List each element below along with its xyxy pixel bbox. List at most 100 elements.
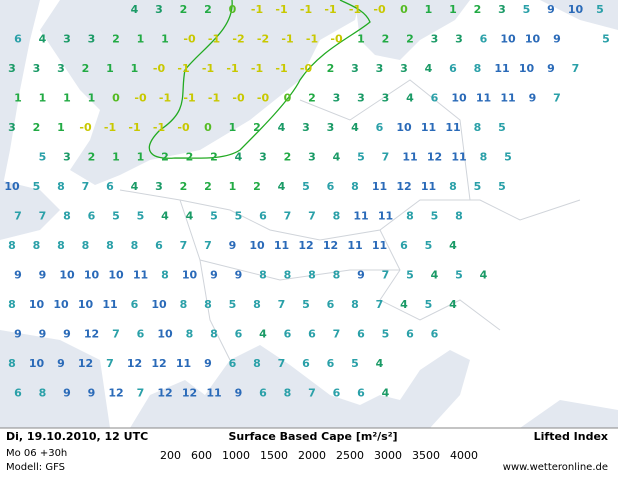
lifted-index-value: 3: [63, 33, 71, 46]
lifted-index-value: 6: [406, 328, 414, 341]
lifted-index-value: -1: [251, 3, 263, 16]
lifted-index-value: 12: [157, 387, 172, 400]
lifted-index-value: 9: [357, 269, 365, 282]
lifted-index-value: 8: [57, 239, 65, 252]
lifted-index-value: 10: [151, 298, 167, 311]
lifted-index-value: -1: [128, 121, 140, 134]
lifted-index-value: 10: [451, 92, 467, 105]
lifted-index-value: 3: [382, 92, 390, 105]
lifted-index-value: 3: [33, 62, 41, 75]
lifted-index-value: 6: [431, 92, 439, 105]
lifted-index-value: 0: [284, 92, 292, 105]
lifted-index-value: 4: [449, 298, 457, 311]
lifted-index-value: 8: [106, 239, 114, 252]
lifted-index-value: 10: [59, 269, 75, 282]
lifted-index-value: 11: [500, 92, 515, 105]
lifted-index-value: 10: [519, 62, 535, 75]
lifted-index-value: 0: [112, 92, 120, 105]
lifted-index-value: 4: [480, 269, 488, 282]
lifted-index-value: 1: [425, 3, 433, 16]
lifted-index-value: 1: [357, 33, 365, 46]
lifted-index-value: 9: [57, 357, 65, 370]
lifted-index-value: 6: [327, 180, 335, 193]
lifted-index-value: 9: [547, 62, 555, 75]
border: [179, 199, 231, 361]
model-label: Modell: GFS: [6, 462, 65, 473]
lifted-index-value: 4: [278, 180, 286, 193]
lifted-index-value: 12: [427, 151, 442, 164]
lifted-index-value: 0: [400, 3, 408, 16]
lifted-index-value: 5: [431, 210, 439, 223]
lifted-index-value: 11: [274, 239, 289, 252]
lifted-index-value: 2: [33, 121, 41, 134]
lifted-index-value: 1: [14, 92, 22, 105]
lifted-index-value: 2: [327, 62, 335, 75]
lifted-index-value: -0: [79, 121, 92, 134]
lifted-index-value: 9: [210, 269, 218, 282]
lifted-index-value: 6: [137, 328, 145, 341]
lifted-index-value: 2: [406, 33, 414, 46]
lifted-index-value: 5: [602, 33, 610, 46]
lifted-index-value: 5: [596, 3, 604, 16]
source: www.wetteronline.de: [503, 462, 608, 473]
lifted-index-value: 5: [455, 269, 463, 282]
lifted-index-value: 12: [298, 239, 313, 252]
lifted-index-value: 6: [131, 298, 139, 311]
lifted-index-value: -1: [300, 3, 312, 16]
lifted-index-value: 5: [425, 298, 433, 311]
lifted-index-value: -0: [177, 121, 190, 134]
lifted-index-value: 4: [333, 151, 341, 164]
lifted-index-value: 11: [421, 121, 436, 134]
baltic-east: [540, 0, 618, 30]
lifted-index-value: 9: [39, 328, 47, 341]
lifted-index-value: 11: [451, 151, 466, 164]
lifted-index-value: 5: [523, 3, 531, 16]
lifted-index-value: 10: [182, 269, 198, 282]
lifted-index-value: 3: [302, 121, 310, 134]
mediterranean: [130, 345, 470, 428]
cape-title: Surface Based Cape [m²/s²]: [228, 430, 397, 443]
lifted-index-value: -1: [226, 62, 238, 75]
lifted-index-value: -1: [275, 62, 287, 75]
atlantic: [0, 0, 40, 200]
legend-entry: 2000: [298, 449, 326, 462]
lifted-index-value: 1: [106, 62, 114, 75]
lifted-index-value: 6: [376, 121, 384, 134]
lifted-index-value: 10: [108, 269, 124, 282]
lifted-index-value: 5: [357, 151, 365, 164]
lifted-index-value: 9: [235, 387, 243, 400]
lifted-index-value: 6: [259, 387, 267, 400]
lifted-index-value: 5: [112, 210, 120, 223]
lifted-index-value: -1: [281, 33, 293, 46]
lifted-index-value: 8: [253, 298, 261, 311]
lifted-index-value: 4: [351, 121, 359, 134]
lifted-index-value: 10: [53, 298, 69, 311]
biscay: [0, 330, 110, 428]
lifted-index-value: 7: [278, 298, 286, 311]
border: [199, 259, 400, 281]
date-label: Di, 19.10.2010, 12 UTC: [6, 430, 148, 443]
lifted-index-value: 3: [57, 62, 65, 75]
lifted-index-value: 10: [29, 357, 45, 370]
lifted-index-value: 5: [302, 180, 310, 193]
lifted-index-value: 5: [425, 239, 433, 252]
lifted-index-value: 4: [382, 387, 390, 400]
lifted-index-value: 6: [333, 387, 341, 400]
lifted-index-value: 10: [249, 239, 265, 252]
lifted-index-value: 8: [186, 328, 194, 341]
lifted-index-value: 8: [180, 298, 188, 311]
cape-contour: [148, 0, 371, 159]
lifted-index-value: 11: [378, 210, 393, 223]
legend-entry: 600: [191, 449, 212, 462]
lifted-index-value: 5: [302, 298, 310, 311]
lifted-index-value: 2: [382, 33, 390, 46]
lifted-index-value: 8: [284, 269, 292, 282]
lifted-index-value: 2: [210, 151, 218, 164]
lifted-index-value: 6: [302, 357, 310, 370]
footer: [0, 428, 618, 478]
lifted-index-value: 5: [137, 210, 145, 223]
lifted-index-value: 8: [480, 151, 488, 164]
lifted-index-value: 4: [186, 210, 194, 223]
lifted-index-value: 1: [161, 33, 169, 46]
lifted-index-value: 6: [229, 357, 237, 370]
